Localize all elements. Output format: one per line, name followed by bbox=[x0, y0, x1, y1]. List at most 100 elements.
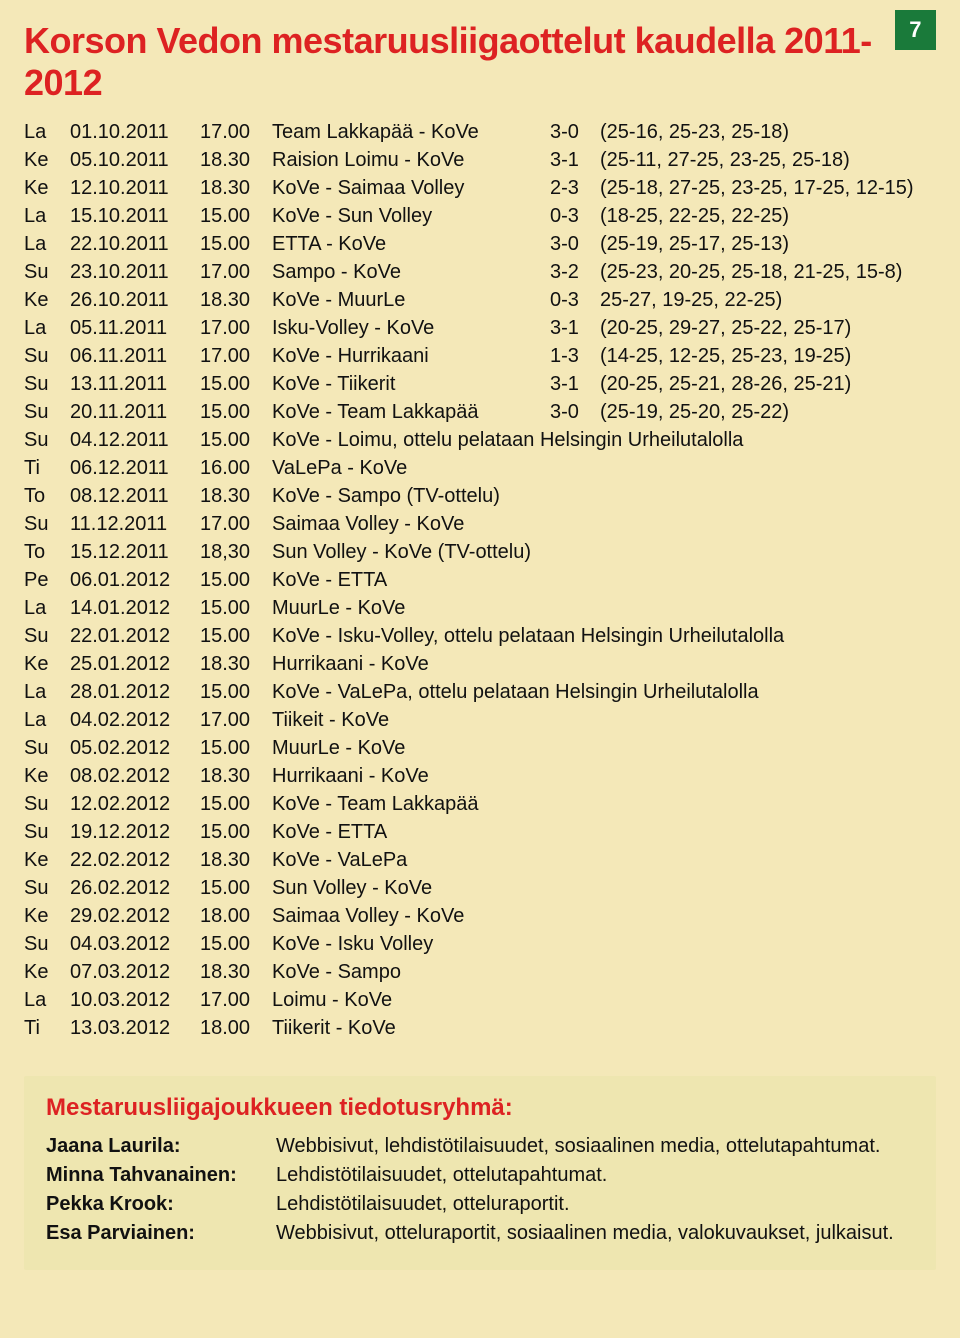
schedule-time: 18.30 bbox=[200, 482, 272, 510]
info-rows: Jaana Laurila:Webbisivut, lehdistötilais… bbox=[46, 1132, 914, 1248]
schedule-match: ETTA - KoVe bbox=[272, 230, 550, 258]
schedule-time: 15.00 bbox=[200, 678, 272, 706]
schedule-date: 15.10.2011 bbox=[70, 202, 200, 230]
schedule-score: 2-3 bbox=[550, 174, 600, 202]
schedule-match: KoVe - Isku Volley bbox=[272, 930, 550, 958]
schedule-match: KoVe - Sampo bbox=[272, 958, 550, 986]
schedule-time: 17.00 bbox=[200, 510, 272, 538]
schedule-time: 18.30 bbox=[200, 174, 272, 202]
schedule-time: 18.00 bbox=[200, 902, 272, 930]
schedule-match: KoVe - Isku-Volley, ottelu pelataan Hels… bbox=[272, 622, 792, 650]
schedule-day: Ke bbox=[24, 958, 70, 986]
schedule-date: 22.02.2012 bbox=[70, 846, 200, 874]
schedule-day: La bbox=[24, 706, 70, 734]
schedule-row: Pe06.01.201215.00KoVe - ETTA bbox=[24, 566, 936, 594]
info-role: Lehdistötilaisuudet, otteluraportit. bbox=[276, 1190, 914, 1219]
schedule-time: 18.30 bbox=[200, 286, 272, 314]
schedule-day: Ke bbox=[24, 286, 70, 314]
schedule-sets: (25-19, 25-20, 25-22) bbox=[600, 398, 936, 426]
schedule-row: Su23.10.201117.00Sampo - KoVe3-2(25-23, … bbox=[24, 258, 936, 286]
info-row: Esa Parviainen:Webbisivut, otteluraporti… bbox=[46, 1219, 914, 1248]
schedule-match: VaLePa - KoVe bbox=[272, 454, 550, 482]
schedule-time: 18.30 bbox=[200, 846, 272, 874]
schedule-match: Saimaa Volley - KoVe bbox=[272, 510, 550, 538]
info-name: Pekka Krook: bbox=[46, 1190, 276, 1219]
info-role: Webbisivut, lehdistötilaisuudet, sosiaal… bbox=[276, 1132, 914, 1161]
schedule-match: Sampo - KoVe bbox=[272, 258, 550, 286]
schedule-time: 15.00 bbox=[200, 818, 272, 846]
schedule-time: 18.30 bbox=[200, 650, 272, 678]
schedule-row: Su26.02.201215.00Sun Volley - KoVe bbox=[24, 874, 936, 902]
schedule-sets: (25-18, 27-25, 23-25, 17-25, 12-15) bbox=[600, 174, 936, 202]
schedule-day: Su bbox=[24, 510, 70, 538]
schedule-row: La10.03.201217.00Loimu - KoVe bbox=[24, 986, 936, 1014]
schedule-day: Su bbox=[24, 818, 70, 846]
schedule-day: La bbox=[24, 986, 70, 1014]
schedule-date: 06.12.2011 bbox=[70, 454, 200, 482]
schedule-sets: (25-23, 20-25, 25-18, 21-25, 15-8) bbox=[600, 258, 936, 286]
schedule-date: 06.11.2011 bbox=[70, 342, 200, 370]
schedule-row: Ke29.02.201218.00Saimaa Volley - KoVe bbox=[24, 902, 936, 930]
schedule-time: 17.00 bbox=[200, 258, 272, 286]
schedule-date: 26.02.2012 bbox=[70, 874, 200, 902]
schedule-match: Tiikeit - KoVe bbox=[272, 706, 550, 734]
schedule-row: La04.02.201217.00Tiikeit - KoVe bbox=[24, 706, 936, 734]
schedule-time: 17.00 bbox=[200, 342, 272, 370]
info-row: Minna Tahvanainen:Lehdistötilaisuudet, o… bbox=[46, 1161, 914, 1190]
schedule-day: Su bbox=[24, 734, 70, 762]
schedule-row: La22.10.201115.00ETTA - KoVe3-0(25-19, 2… bbox=[24, 230, 936, 258]
schedule-row: La28.01.201215.00KoVe - VaLePa, ottelu p… bbox=[24, 678, 936, 706]
header-row: Korson Vedon mestaruusliigaottelut kaude… bbox=[24, 20, 936, 104]
schedule-sets: (20-25, 29-27, 25-22, 25-17) bbox=[600, 314, 936, 342]
schedule-match: KoVe - Saimaa Volley bbox=[272, 174, 550, 202]
schedule-date: 29.02.2012 bbox=[70, 902, 200, 930]
schedule-time: 15.00 bbox=[200, 230, 272, 258]
schedule-score: 1-3 bbox=[550, 342, 600, 370]
schedule-sets: (25-19, 25-17, 25-13) bbox=[600, 230, 936, 258]
schedule-date: 08.02.2012 bbox=[70, 762, 200, 790]
schedule-row: Su13.11.201115.00KoVe - Tiikerit3-1(20-2… bbox=[24, 370, 936, 398]
schedule-day: Su bbox=[24, 622, 70, 650]
schedule-date: 11.12.2011 bbox=[70, 510, 200, 538]
schedule-time: 18.30 bbox=[200, 762, 272, 790]
schedule-sets: (14-25, 12-25, 25-23, 19-25) bbox=[600, 342, 936, 370]
schedule-date: 15.12.2011 bbox=[70, 538, 200, 566]
schedule-date: 05.02.2012 bbox=[70, 734, 200, 762]
schedule-score: 3-0 bbox=[550, 230, 600, 258]
schedule-match: Isku-Volley - KoVe bbox=[272, 314, 550, 342]
schedule-day: La bbox=[24, 594, 70, 622]
schedule-time: 15.00 bbox=[200, 734, 272, 762]
schedule-day: Ke bbox=[24, 846, 70, 874]
schedule-row: La15.10.201115.00KoVe - Sun Volley0-3(18… bbox=[24, 202, 936, 230]
schedule-match: KoVe - Sun Volley bbox=[272, 202, 550, 230]
schedule-date: 10.03.2012 bbox=[70, 986, 200, 1014]
schedule-row: Su04.03.201215.00KoVe - Isku Volley bbox=[24, 930, 936, 958]
schedule-day: Su bbox=[24, 258, 70, 286]
schedule-day: Su bbox=[24, 930, 70, 958]
schedule-score: 3-1 bbox=[550, 370, 600, 398]
schedule-score: 0-3 bbox=[550, 202, 600, 230]
schedule-date: 04.03.2012 bbox=[70, 930, 200, 958]
schedule-row: Ke25.01.201218.30Hurrikaani - KoVe bbox=[24, 650, 936, 678]
schedule-date: 13.11.2011 bbox=[70, 370, 200, 398]
schedule-date: 04.12.2011 bbox=[70, 426, 200, 454]
schedule-date: 19.12.2012 bbox=[70, 818, 200, 846]
schedule-row: Su12.02.201215.00KoVe - Team Lakkapää bbox=[24, 790, 936, 818]
schedule-day: Ke bbox=[24, 174, 70, 202]
schedule-row: La05.11.201117.00Isku-Volley - KoVe3-1(2… bbox=[24, 314, 936, 342]
schedule-time: 15.00 bbox=[200, 874, 272, 902]
schedule-day: Ke bbox=[24, 650, 70, 678]
info-row: Jaana Laurila:Webbisivut, lehdistötilais… bbox=[46, 1132, 914, 1161]
info-name: Esa Parviainen: bbox=[46, 1219, 276, 1248]
schedule-sets: (20-25, 25-21, 28-26, 25-21) bbox=[600, 370, 936, 398]
schedule-row: La01.10.201117.00Team Lakkapää - KoVe3-0… bbox=[24, 118, 936, 146]
schedule-row: La14.01.201215.00MuurLe - KoVe bbox=[24, 594, 936, 622]
schedule-match: KoVe - Team Lakkapää bbox=[272, 790, 550, 818]
schedule-date: 23.10.2011 bbox=[70, 258, 200, 286]
schedule-sets: 25-27, 19-25, 22-25) bbox=[600, 286, 936, 314]
schedule-time: 15.00 bbox=[200, 202, 272, 230]
schedule-date: 12.02.2012 bbox=[70, 790, 200, 818]
schedule-day: La bbox=[24, 118, 70, 146]
schedule-day: Su bbox=[24, 426, 70, 454]
schedule-score: 3-2 bbox=[550, 258, 600, 286]
